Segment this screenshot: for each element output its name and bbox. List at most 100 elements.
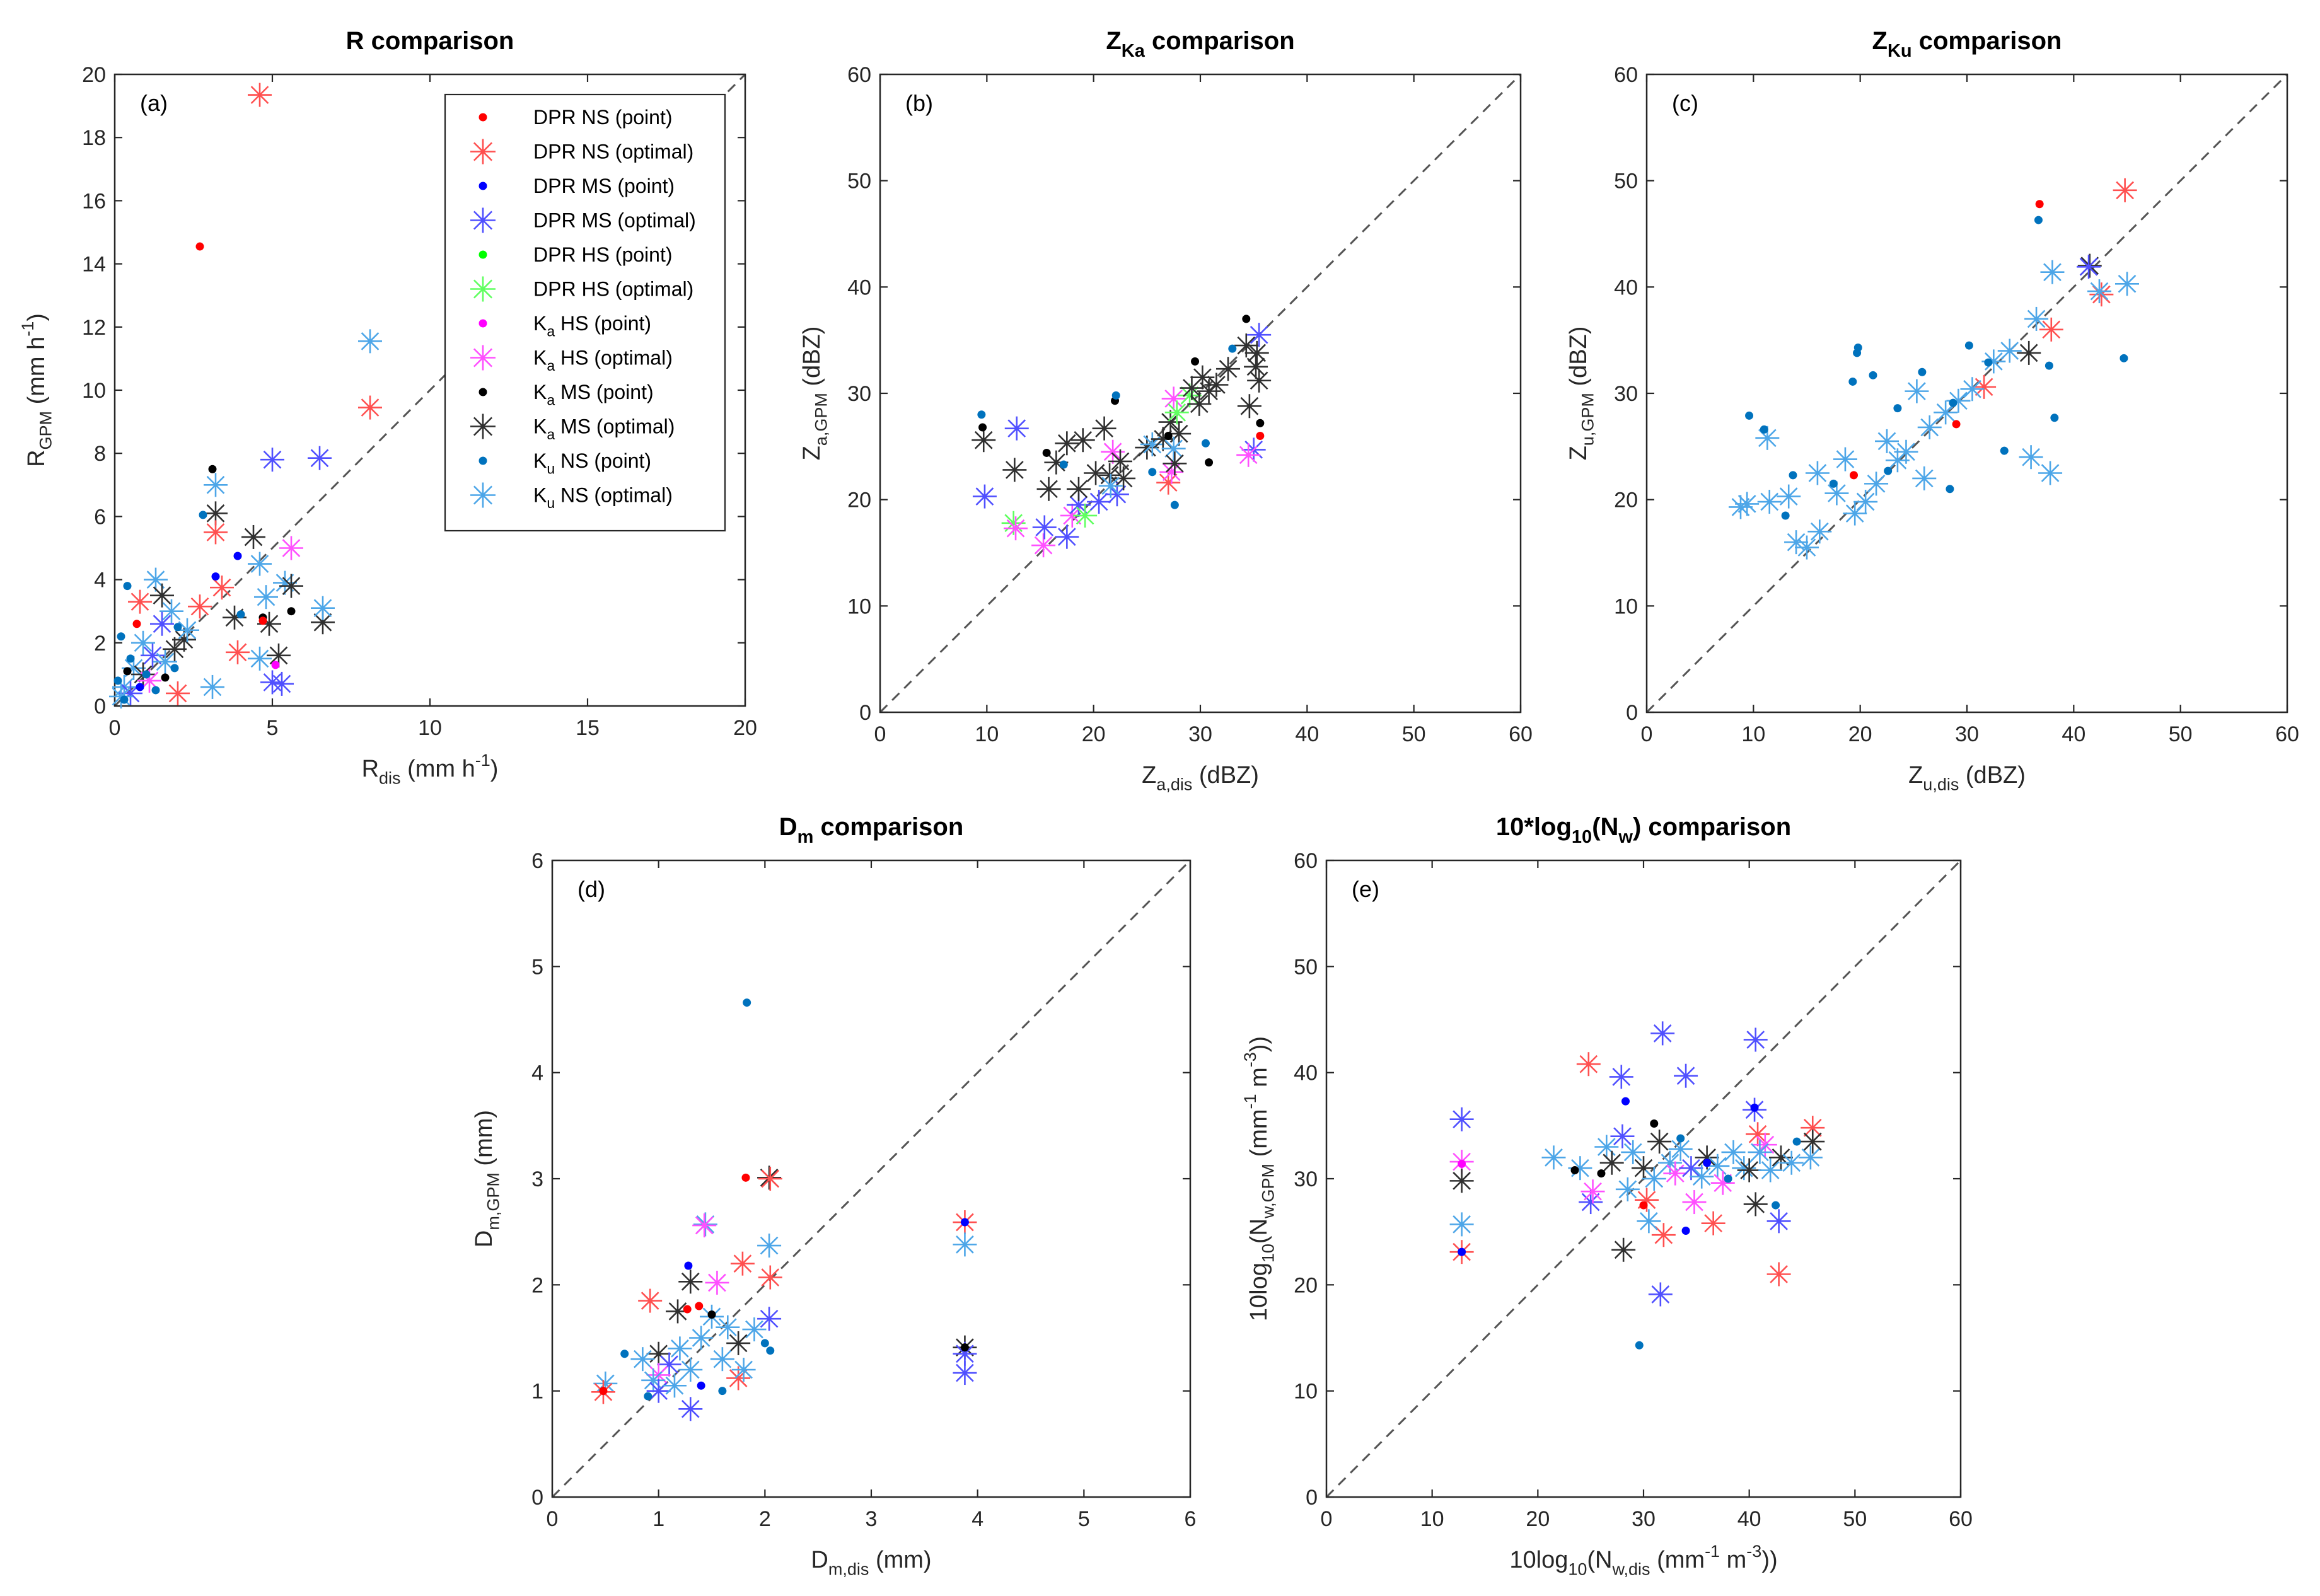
y-tick-label: 20 bbox=[82, 63, 106, 87]
panel-title: Dm comparison bbox=[779, 813, 964, 847]
data-point-optimal bbox=[128, 589, 152, 614]
data-point-optimal bbox=[1164, 400, 1189, 425]
data-point-optimal bbox=[1449, 1107, 1474, 1131]
legend-box bbox=[444, 93, 726, 532]
data-point bbox=[211, 572, 220, 581]
y-tick-label: 20 bbox=[1614, 489, 1638, 512]
legend-marker-optimal bbox=[470, 207, 496, 233]
legend-marker-point bbox=[478, 182, 487, 190]
panel-b: 0 10 20 30 40 50 60 0 10 20 30 40 50 60 ZKa comparison… bbox=[799, 27, 1533, 794]
panel-label: (b) bbox=[905, 90, 933, 116]
data-point-optimal bbox=[1070, 428, 1095, 453]
data-point bbox=[1750, 1103, 1759, 1112]
data-point-optimal bbox=[1234, 333, 1258, 358]
data-point bbox=[208, 465, 217, 473]
data-point-optimal bbox=[742, 1317, 767, 1342]
data-point-optimal bbox=[1066, 477, 1091, 501]
legend-label: Ka HS (optimal) bbox=[533, 347, 673, 374]
data-point bbox=[1676, 1134, 1685, 1143]
data-point bbox=[760, 1339, 769, 1348]
data-point-optimal bbox=[972, 484, 997, 509]
data-point bbox=[1242, 315, 1251, 323]
data-point-optimal bbox=[260, 448, 284, 472]
y-axis-label: Zu,GPM (dBZ) bbox=[1565, 327, 1597, 461]
x-tick-label: 5 bbox=[1078, 1507, 1090, 1531]
data-point-optimal bbox=[1599, 1150, 1624, 1175]
data-point-optimal bbox=[131, 630, 155, 655]
data-point-optimal bbox=[1098, 473, 1123, 498]
data-point-optimal bbox=[1757, 490, 1782, 514]
data-point bbox=[161, 673, 170, 682]
data-point bbox=[1893, 404, 1902, 413]
data-point bbox=[1918, 367, 1927, 376]
data-point-optimal bbox=[638, 1288, 663, 1313]
x-tick-label: 20 bbox=[1082, 722, 1106, 746]
data-point-optimal bbox=[254, 585, 278, 610]
data-point-optimal bbox=[1610, 1124, 1635, 1148]
data-point-optimal bbox=[1807, 519, 1832, 544]
data-point bbox=[1148, 468, 1157, 477]
data-point-optimal bbox=[972, 428, 996, 453]
data-point-optimal bbox=[1161, 386, 1186, 411]
data-point-optimal bbox=[204, 473, 228, 497]
data-point-optimal bbox=[1004, 416, 1029, 441]
data-point-optimal bbox=[2038, 461, 2063, 485]
data-point-optimal bbox=[1748, 1140, 1772, 1164]
data-point bbox=[1946, 485, 1954, 494]
data-point-optimal bbox=[1917, 415, 1942, 439]
y-tick-label: 30 bbox=[847, 382, 871, 406]
data-point bbox=[1850, 471, 1859, 480]
data-point-optimal bbox=[1679, 1156, 1703, 1181]
data-point-optimal bbox=[204, 520, 228, 545]
data-point-optimal bbox=[757, 1234, 782, 1258]
data-point-optimal bbox=[1449, 1169, 1474, 1193]
data-point-optimal bbox=[1690, 1164, 1714, 1189]
data-point-optimal bbox=[2017, 340, 2041, 365]
y-tick-label: 5 bbox=[531, 955, 543, 979]
x-tick-label: 30 bbox=[1188, 722, 1212, 746]
data-point bbox=[1760, 425, 1768, 434]
data-point bbox=[1621, 1097, 1630, 1106]
data-point-optimal bbox=[2115, 272, 2139, 296]
data-point bbox=[1869, 371, 1877, 379]
data-point-optimal bbox=[1098, 463, 1122, 487]
data-point bbox=[2034, 216, 2043, 224]
data-point bbox=[1781, 511, 1790, 520]
data-point-optimal bbox=[1609, 1065, 1633, 1089]
legend-label: Ku NS (point) bbox=[533, 449, 651, 477]
y-tick-label: 20 bbox=[847, 489, 871, 512]
data-point-optimal bbox=[1934, 400, 1958, 425]
data-point-optimal bbox=[1753, 1133, 1777, 1157]
data-point-optimal bbox=[1729, 495, 1753, 519]
x-tick-label: 20 bbox=[1848, 722, 1872, 746]
data-point-optimal bbox=[2113, 178, 2137, 202]
data-point-optimal bbox=[1594, 1135, 1619, 1159]
data-point bbox=[2035, 200, 2044, 209]
data-point bbox=[1458, 1159, 1466, 1168]
data-point-optimal bbox=[2039, 317, 2063, 342]
x-tick-label: 50 bbox=[2169, 722, 2193, 746]
x-tick-label: 50 bbox=[1402, 722, 1426, 746]
data-point bbox=[1745, 411, 1754, 420]
data-point-optimal bbox=[1972, 374, 1997, 399]
data-point-optimal bbox=[1651, 1223, 1676, 1247]
data-point-optimal bbox=[1779, 1150, 1804, 1175]
data-point bbox=[117, 632, 125, 641]
data-point bbox=[741, 1173, 750, 1182]
data-point-optimal bbox=[248, 83, 272, 107]
x-tick-label: 60 bbox=[1509, 722, 1533, 746]
data-point-optimal bbox=[1735, 492, 1760, 516]
data-point bbox=[697, 1381, 705, 1390]
legend-label: DPR NS (point) bbox=[533, 106, 673, 129]
data-point bbox=[287, 607, 296, 616]
data-point-optimal bbox=[1036, 477, 1061, 501]
y-tick-label: 30 bbox=[1614, 382, 1638, 406]
data-point bbox=[233, 552, 242, 560]
data-point bbox=[2044, 361, 2053, 370]
data-point-optimal bbox=[1635, 1188, 1659, 1212]
data-point bbox=[126, 654, 135, 663]
legend-marker-point bbox=[478, 113, 487, 122]
data-point-optimal bbox=[758, 1265, 782, 1290]
y-tick-label: 0 bbox=[1306, 1486, 1318, 1510]
data-point bbox=[766, 1346, 775, 1355]
